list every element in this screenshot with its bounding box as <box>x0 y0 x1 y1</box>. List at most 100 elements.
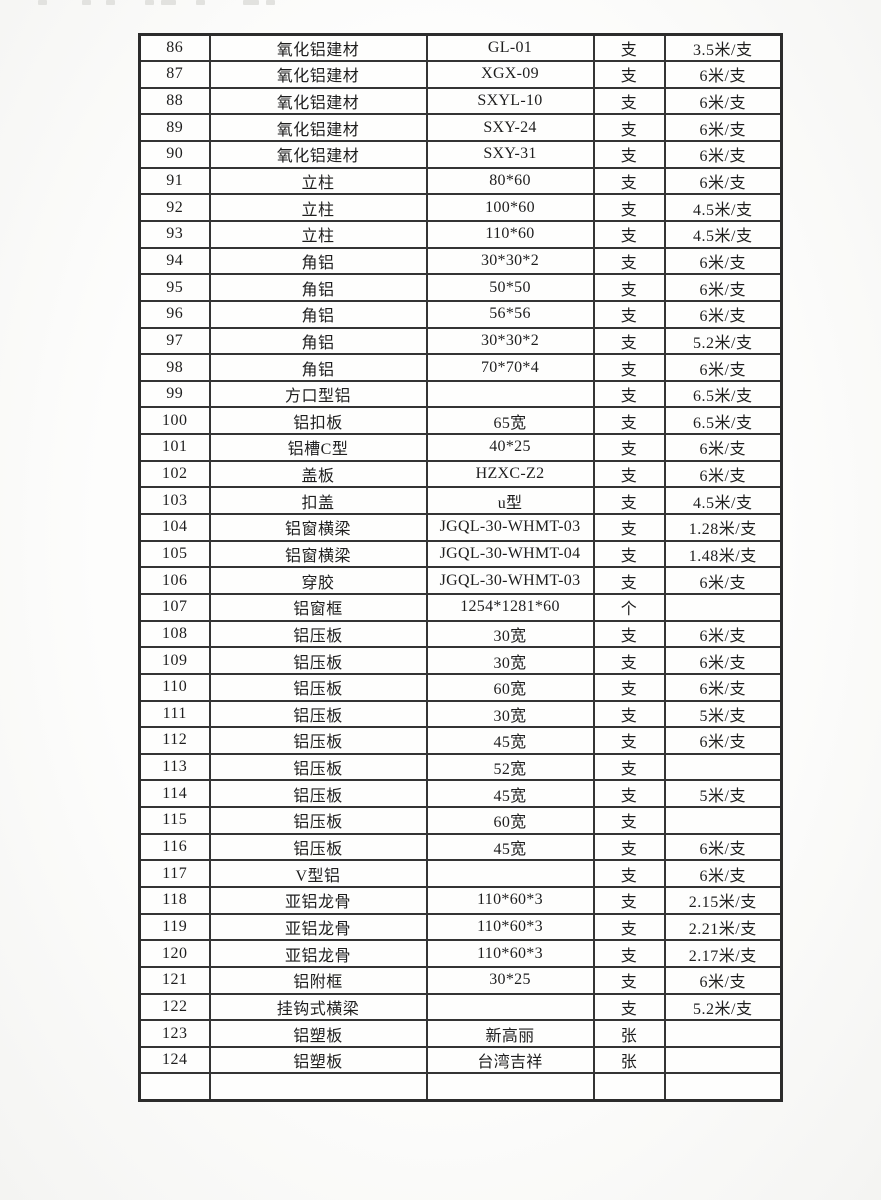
table-cell: 96 <box>138 299 211 329</box>
table-cell: 铝压板 <box>208 619 428 649</box>
table-cell: 角铝 <box>208 353 428 382</box>
table-cell: SXY-31 <box>425 140 595 169</box>
table-cell: 盖板 <box>208 459 428 489</box>
table-cell: 105 <box>138 539 211 569</box>
table-cell: 亚铝龙骨 <box>208 939 428 968</box>
table-cell: 氧化铝建材 <box>208 140 428 169</box>
table-cell: 个 <box>592 592 666 622</box>
table-cell: 支 <box>592 140 666 169</box>
table-row: 117 V型铝 支 6米/支 <box>138 859 783 888</box>
table-cell: 角铝 <box>208 326 428 356</box>
table-cell <box>663 1072 783 1102</box>
table-cell: 亚铝龙骨 <box>208 912 428 942</box>
table-cell: 新高丽 <box>425 1019 595 1048</box>
table-cell: HZXC-Z2 <box>425 459 595 489</box>
table-row: 92 立柱 100*60 支 4.5米/支 <box>138 193 783 222</box>
table-row: 120 亚铝龙骨 110*60*3 支 2.17米/支 <box>138 939 783 968</box>
table-cell: 6米/支 <box>663 832 783 862</box>
table-cell: 6米/支 <box>663 86 783 116</box>
table-cell: 6米/支 <box>663 353 783 382</box>
table-row: 101 铝槽C型 40*25 支 6米/支 <box>138 433 783 462</box>
table-cell: 6米/支 <box>663 166 783 196</box>
table-cell: JGQL-30-WHMT-03 <box>425 566 595 595</box>
table-row: 111 铝压板 30宽支 5米/支 <box>138 699 783 729</box>
table-cell: 角铝 <box>208 246 428 276</box>
table-cell: 支 <box>592 299 666 329</box>
table-cell: 支 <box>592 433 666 462</box>
table-row: 114 铝压板 45宽支 5米/支 <box>138 779 783 809</box>
table-cell: 93 <box>138 219 211 249</box>
table-cell: 89 <box>138 113 211 143</box>
table-cell: 支 <box>592 219 666 249</box>
table-cell: 88 <box>138 86 211 116</box>
table-cell: 铝压板 <box>208 646 428 675</box>
table-cell: 支 <box>592 86 666 116</box>
table-cell: 氧化铝建材 <box>208 113 428 143</box>
table-cell: 30*30*2 <box>425 246 595 276</box>
table-row <box>138 1072 783 1102</box>
table-cell: 氧化铝建材 <box>208 86 428 116</box>
table-cell: 台湾吉祥 <box>425 1045 595 1075</box>
table-cell: 97 <box>138 326 211 356</box>
table-cell: 5.2米/支 <box>663 992 783 1022</box>
table-cell <box>425 859 595 888</box>
table-row: 122 挂钩式横梁 支 5.2米/支 <box>138 992 783 1022</box>
table-cell: 支 <box>592 912 666 942</box>
table-cell: 107 <box>138 592 211 622</box>
table-cell: 氧化铝建材 <box>208 33 428 63</box>
table-cell: 支 <box>592 965 666 995</box>
table-cell: 98 <box>138 353 211 382</box>
scan-artifact <box>266 0 275 5</box>
table-cell: 122 <box>138 992 211 1022</box>
table-cell: 5米/支 <box>663 779 783 809</box>
table-cell: 117 <box>138 859 211 888</box>
table-cell: 100 <box>138 406 211 436</box>
table-cell: 支 <box>592 619 666 649</box>
table-cell: 5米/支 <box>663 699 783 729</box>
table-cell: 6米/支 <box>663 113 783 143</box>
table-row: 113 铝压板 52宽支 <box>138 752 783 782</box>
table-cell: 6米/支 <box>663 619 783 649</box>
table-cell: 1.48米/支 <box>663 539 783 569</box>
table-cell: 立柱 <box>208 166 428 196</box>
table-cell: 铝压板 <box>208 726 428 755</box>
table-cell: 铝窗横梁 <box>208 513 428 542</box>
table-cell: 4.5米/支 <box>663 486 783 516</box>
table-cell: 支 <box>592 886 666 915</box>
table-cell <box>208 1072 428 1102</box>
table-row: 94 角铝 30*30*2 支 6米/支 <box>138 246 783 276</box>
table-cell: 扣盖 <box>208 486 428 516</box>
table-row: 102 盖板 HZXC-Z2 支 6米/支 <box>138 459 783 489</box>
table-cell <box>425 379 595 409</box>
table-cell <box>663 752 783 782</box>
table-cell: 60宽 <box>425 672 595 702</box>
table-cell: 铝扣板 <box>208 406 428 436</box>
table-cell: 立柱 <box>208 219 428 249</box>
table-cell: V型铝 <box>208 859 428 888</box>
table-cell: 5.2米/支 <box>663 326 783 356</box>
table-cell: 支 <box>592 113 666 143</box>
table-cell: 1.28米/支 <box>663 513 783 542</box>
table-cell: 95 <box>138 273 211 302</box>
table-cell: 角铝 <box>208 273 428 302</box>
table-cell: 65宽 <box>425 406 595 436</box>
table-cell: 铝塑板 <box>208 1045 428 1075</box>
table-row: 119 亚铝龙骨 110*60*3 支 2.21米/支 <box>138 912 783 942</box>
table-cell: 铝压板 <box>208 832 428 862</box>
table-cell: 104 <box>138 513 211 542</box>
table-cell: 角铝 <box>208 299 428 329</box>
table-cell: 113 <box>138 752 211 782</box>
table-cell <box>663 1045 783 1075</box>
table-cell: u型 <box>425 486 595 516</box>
table-row: 93 立柱 110*60 支 4.5米/支 <box>138 219 783 249</box>
table-cell: 110 <box>138 672 211 702</box>
table-row: 116 铝压板 45宽支 6米/支 <box>138 832 783 862</box>
table-cell: 119 <box>138 912 211 942</box>
table-cell: 6米/支 <box>663 672 783 702</box>
table-cell: 支 <box>592 406 666 436</box>
table-row: 110 铝压板 60宽支 6米/支 <box>138 672 783 702</box>
table-row: 106 穿胶 JGQL-30-WHMT-03 支 6米/支 <box>138 566 783 595</box>
table-cell: 6米/支 <box>663 859 783 888</box>
table-cell: 80*60 <box>425 166 595 196</box>
table-row: 108 铝压板 30宽支 6米/支 <box>138 619 783 649</box>
